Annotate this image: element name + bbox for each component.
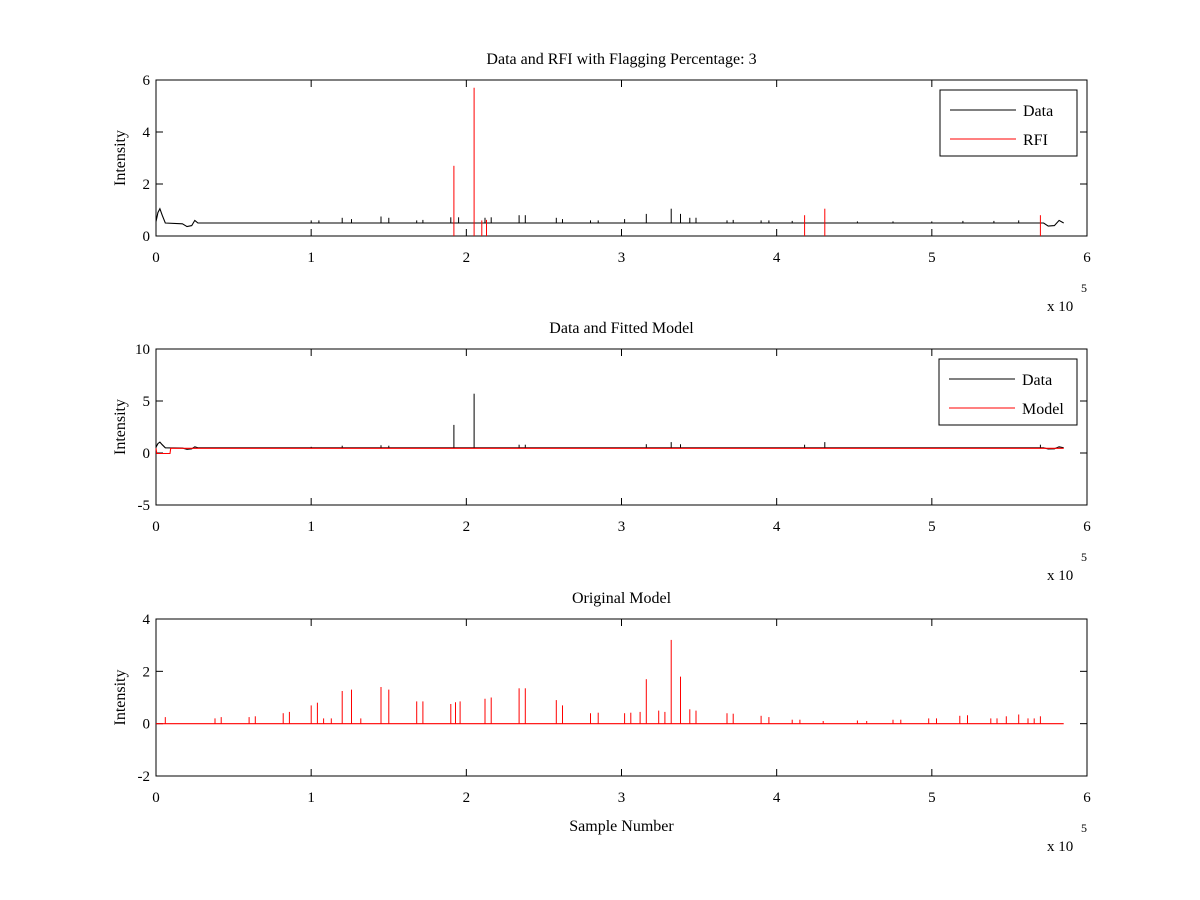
x-tick-label: 4 (773, 519, 781, 535)
x-axis-label: Sample Number (569, 818, 674, 835)
y-tick-label: 2 (143, 664, 151, 680)
x-tick-label: 3 (618, 250, 626, 266)
series-line (155, 447, 1064, 455)
legend-entry: Model (1022, 401, 1064, 418)
x-tick-label: 0 (152, 790, 160, 806)
x-tick-label: 6 (1083, 519, 1091, 535)
x-tick-label: 1 (307, 790, 315, 806)
x-tick-label: 4 (773, 250, 781, 266)
subplot-panels: Data and RFI with Flagging Percentage: 3… (112, 51, 1091, 855)
y-tick-label: 0 (143, 446, 151, 462)
x-tick-label: 5 (928, 250, 936, 266)
x-tick-label: 1 (307, 250, 315, 266)
y-tick-label: 5 (143, 394, 151, 410)
legend-entry: RFI (1023, 132, 1048, 149)
x-exponent-power: 5 (1081, 281, 1087, 295)
legend: Data RFI (939, 89, 1078, 157)
y-tick-label: 2 (143, 177, 151, 193)
y-axis-label: Intensity (112, 399, 129, 455)
y-tick-label: 4 (143, 612, 151, 628)
x-tick-label: 0 (152, 250, 160, 266)
series-data (155, 393, 1064, 450)
legend: Data Model (938, 358, 1078, 426)
y-tick-label: -5 (138, 498, 151, 514)
y-tick-label: 0 (143, 229, 151, 245)
x-tick-label: 5 (928, 790, 936, 806)
y-axis-label: Intensity (112, 670, 129, 726)
series-model-line (156, 639, 1064, 725)
subplot-3: Original Model Intensity Sample Number 0 1 2 3… (112, 590, 1091, 855)
series-rfi (453, 87, 1041, 236)
legend-entry: Data (1022, 372, 1052, 389)
subplot-title: Data and Fitted Model (549, 320, 694, 337)
x-tick-label: 3 (618, 790, 626, 806)
x-tick-label: 4 (773, 790, 781, 806)
x-exponent-power: 5 (1081, 821, 1087, 835)
x-tick-label: 3 (618, 519, 626, 535)
x-tick-label: 1 (307, 519, 315, 535)
legend-box (939, 89, 1078, 157)
x-tick-label: 2 (463, 790, 471, 806)
y-tick-label: 6 (143, 73, 151, 89)
legend-box (938, 358, 1078, 426)
y-tick-label: 0 (143, 717, 151, 733)
legend-entry: Data (1023, 103, 1053, 120)
x-tick-label: 0 (152, 519, 160, 535)
x-tick-label: 5 (928, 519, 936, 535)
x-exponent-power: 5 (1081, 550, 1087, 564)
series-model (155, 447, 1064, 455)
subplot-title: Original Model (572, 590, 672, 607)
subplot-title: Data and RFI with Flagging Percentage: 3 (486, 51, 756, 68)
x-tick-label: 6 (1083, 790, 1091, 806)
x-tick-label: 2 (463, 250, 471, 266)
series-line (155, 207, 1064, 228)
y-tick-label: -2 (138, 769, 151, 785)
x-tick-label: 2 (463, 519, 471, 535)
y-tick-label: 10 (135, 342, 150, 358)
x-exponent-label: x 10 (1047, 839, 1073, 855)
y-tick-label: 4 (143, 125, 151, 141)
series-data (155, 207, 1064, 228)
x-exponent-label: x 10 (1047, 299, 1073, 315)
x-tick-label: 6 (1083, 250, 1091, 266)
subplot-1: Data and RFI with Flagging Percentage: 3… (112, 51, 1091, 315)
x-exponent-label: x 10 (1047, 568, 1073, 584)
y-axis-label: Intensity (112, 130, 129, 186)
axes-frame (155, 618, 1088, 777)
